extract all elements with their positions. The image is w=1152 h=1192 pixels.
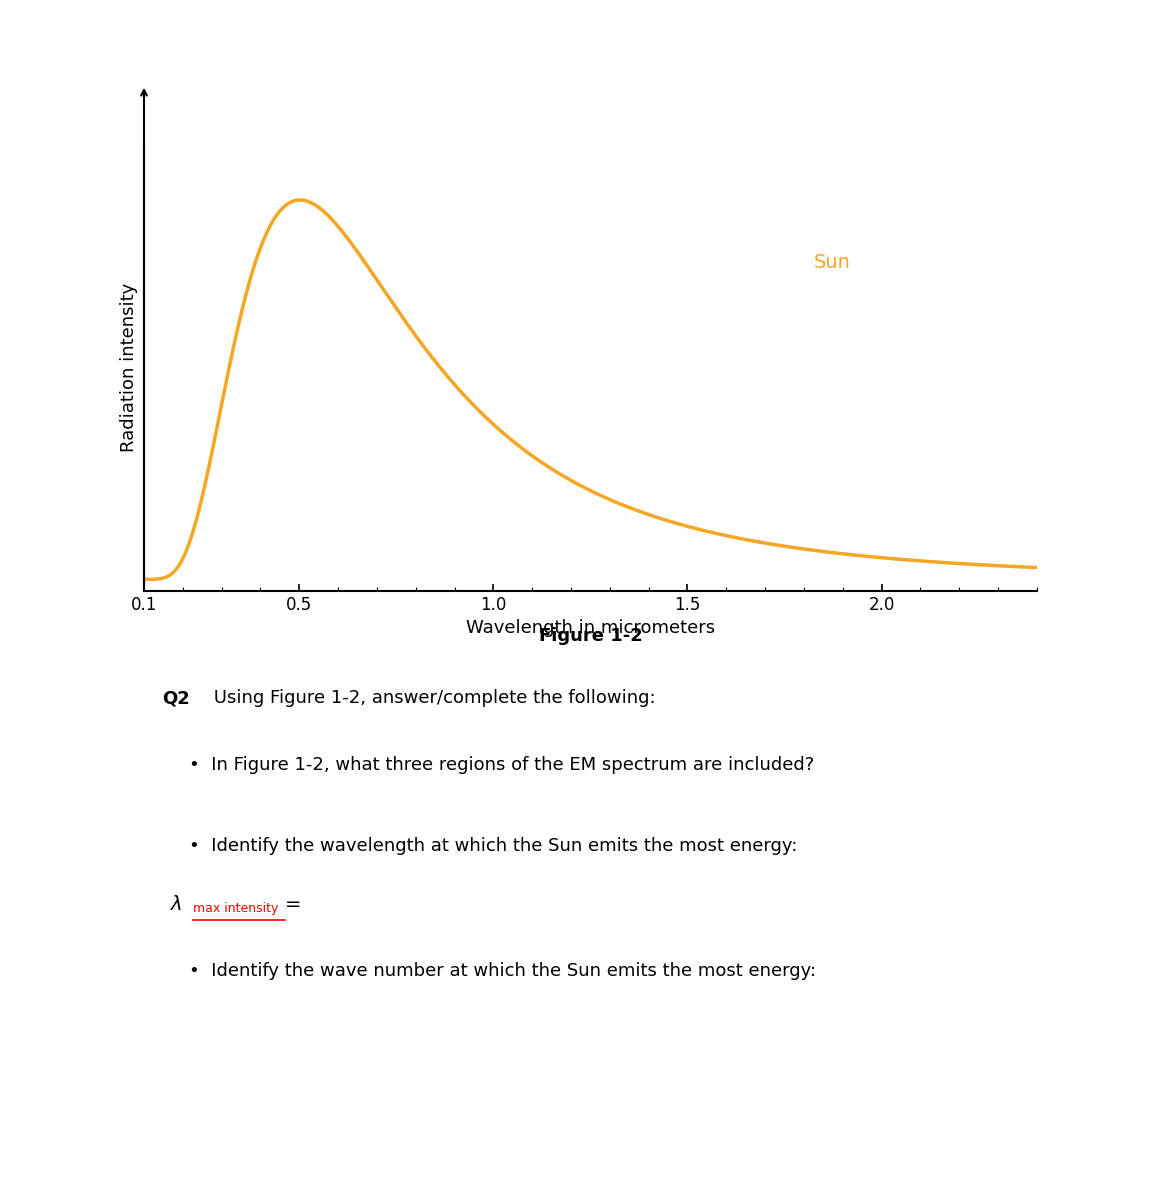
Text: =: = [285, 895, 302, 914]
Text: max intensity: max intensity [194, 902, 279, 915]
Text: Q2: Q2 [161, 689, 190, 707]
Text: Sun: Sun [813, 254, 850, 273]
Text: •  In Figure 1-2, what three regions of the EM spectrum are included?: • In Figure 1-2, what three regions of t… [189, 757, 814, 775]
Text: Figure 1-2: Figure 1-2 [538, 627, 643, 645]
X-axis label: Wavelength in micrometers: Wavelength in micrometers [465, 619, 715, 638]
Y-axis label: Radiation intensity: Radiation intensity [121, 283, 138, 452]
Text: •  Identify the wavelength at which the Sun emits the most energy:: • Identify the wavelength at which the S… [189, 837, 797, 855]
Text: Using Figure 1-2, answer/complete the following:: Using Figure 1-2, answer/complete the fo… [209, 689, 655, 707]
Text: •  Identify the wave number at which the Sun emits the most energy:: • Identify the wave number at which the … [189, 962, 816, 980]
Text: λ: λ [170, 895, 182, 914]
